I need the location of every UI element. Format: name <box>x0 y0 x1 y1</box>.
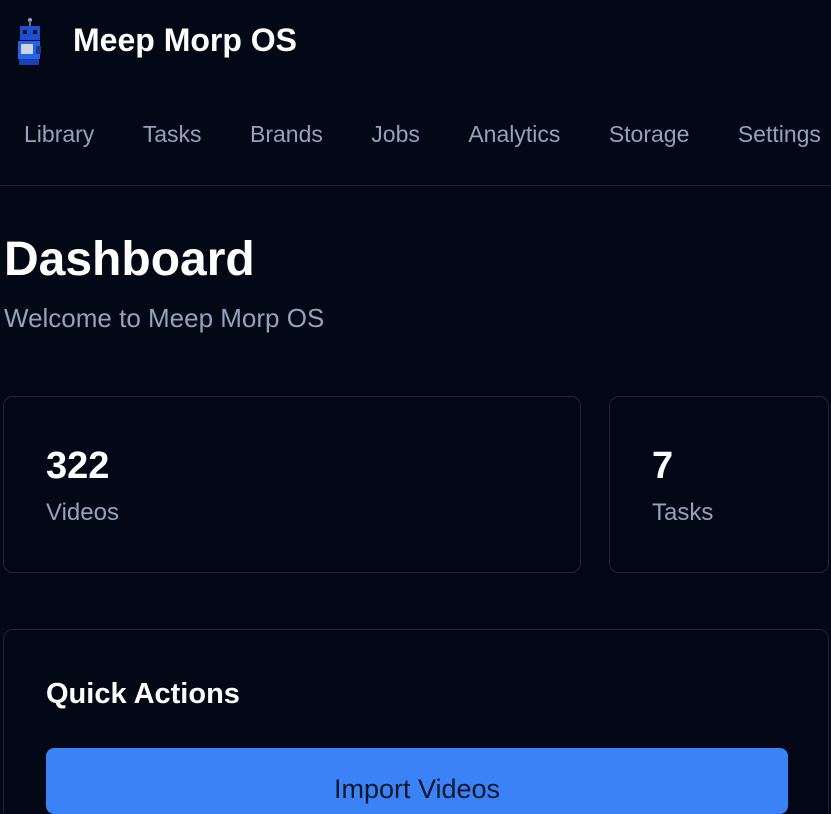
nav-settings[interactable]: Settings <box>737 121 821 147</box>
main-nav: Library Tasks Brands Jobs Analytics Stor… <box>0 84 831 186</box>
quick-actions-card: Quick Actions Import Videos <box>3 629 829 814</box>
nav-storage[interactable]: Storage <box>608 121 690 147</box>
stat-card-tasks: 7 Tasks <box>609 396 829 573</box>
stat-label: Videos <box>46 499 119 526</box>
nav-analytics[interactable]: Analytics <box>468 121 561 147</box>
header: Meep Morp OS <box>0 0 831 84</box>
page-subtitle: Welcome to Meep Morp OS <box>4 303 325 333</box>
page-title: Dashboard <box>4 233 255 286</box>
stat-card-videos: 322 Videos <box>3 396 581 573</box>
nav-library[interactable]: Library <box>24 121 95 147</box>
stat-value: 322 <box>46 445 110 487</box>
import-videos-button[interactable]: Import Videos <box>46 748 788 814</box>
stat-value: 7 <box>652 445 674 487</box>
stat-label: Tasks <box>652 499 714 526</box>
quick-actions-title: Quick Actions <box>46 678 240 710</box>
robot-logo-icon <box>18 18 41 65</box>
nav-tasks[interactable]: Tasks <box>142 121 202 147</box>
nav-brands[interactable]: Brands <box>249 121 323 147</box>
app-title: Meep Morp OS <box>73 22 298 58</box>
nav-jobs[interactable]: Jobs <box>371 121 420 147</box>
